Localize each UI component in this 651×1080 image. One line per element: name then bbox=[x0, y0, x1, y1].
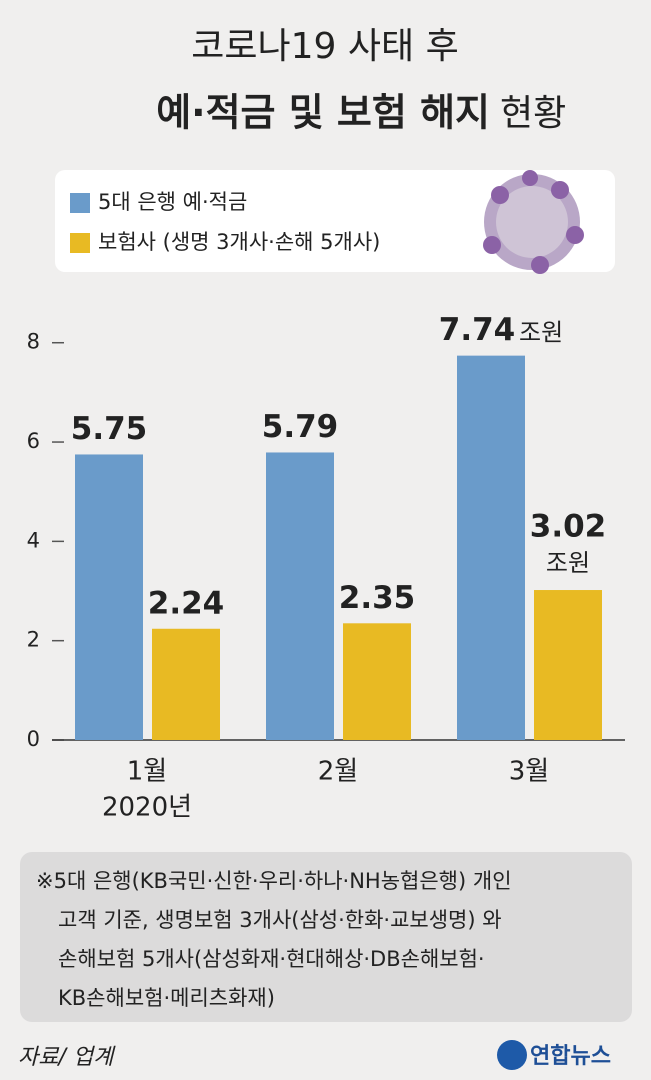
legend-label: 보험사 (생명 3개사·손해 5개사) bbox=[98, 230, 380, 254]
logo-icon bbox=[497, 1040, 527, 1070]
legend-box bbox=[55, 170, 615, 272]
y-tick-label: 8 bbox=[27, 330, 40, 354]
bar bbox=[457, 355, 525, 740]
bar bbox=[534, 590, 602, 740]
x-tick-label: 3월 bbox=[509, 757, 549, 787]
logo: 연합뉴스 bbox=[530, 1043, 611, 1069]
chart-subtitle: 예·적금 및 보험 해지 bbox=[156, 91, 490, 135]
bar bbox=[75, 454, 143, 740]
y-tick-label: 0 bbox=[27, 727, 40, 751]
note-box bbox=[20, 852, 632, 1022]
y-tick-label: 2 bbox=[27, 628, 40, 652]
x-year-label: 2020년 bbox=[102, 793, 192, 823]
legend-label: 5대 은행 예·적금 bbox=[98, 190, 247, 214]
x-tick-label: 1월 bbox=[127, 757, 167, 787]
note-line: KB손해보험·메리츠화재) bbox=[58, 986, 275, 1010]
value-label: 2.35 bbox=[339, 580, 416, 616]
virus-icon bbox=[483, 170, 584, 274]
value-label: 5.75 bbox=[71, 411, 148, 447]
x-tick-label: 2월 bbox=[318, 757, 358, 787]
bar bbox=[152, 628, 220, 740]
note-line: 고객 기준, 생명보험 3개사(삼성·한화·교보생명) 와 bbox=[58, 908, 502, 932]
value-label: 7.74 bbox=[439, 312, 516, 348]
note-line: 손해보험 5개사(삼성화재·현대해상·DB손해보험· bbox=[58, 947, 485, 971]
value-label: 2.24 bbox=[148, 585, 225, 621]
note-line: ※5대 은행(KB국민·신한·우리·하나·NH농협은행) 개인 bbox=[36, 869, 512, 893]
unit-label: 조원 bbox=[546, 549, 590, 577]
source: 자료/ 업계 bbox=[18, 1045, 116, 1070]
bar bbox=[266, 452, 334, 740]
value-label: 3.02 bbox=[530, 509, 607, 545]
y-tick-label: 4 bbox=[27, 528, 40, 552]
unit-label: 조원 bbox=[519, 319, 563, 347]
legend-swatch bbox=[70, 233, 90, 253]
chart-subtitle: 현황 bbox=[500, 93, 566, 134]
legend-swatch bbox=[70, 193, 90, 213]
bar bbox=[343, 623, 411, 740]
y-tick-label: 6 bbox=[27, 429, 40, 453]
value-label: 5.79 bbox=[262, 409, 339, 445]
chart-title: 코로나19 사태 후 bbox=[191, 26, 458, 67]
